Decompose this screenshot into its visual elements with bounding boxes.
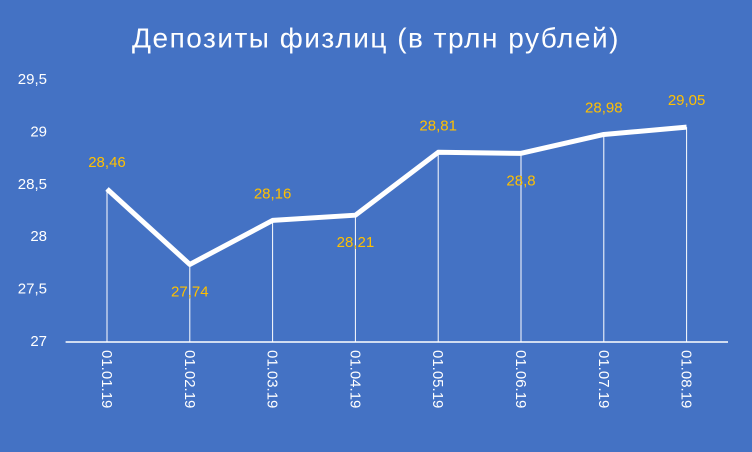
- y-tick-label: 29,5: [18, 71, 47, 88]
- data-label: 28,46: [88, 154, 126, 171]
- x-tick-label: 01.02.19: [181, 350, 198, 408]
- data-line: [105, 124, 687, 267]
- data-label: 28,21: [337, 234, 375, 251]
- y-tick-label: 29: [30, 123, 47, 140]
- data-label: 28,81: [419, 117, 457, 134]
- y-tick-label: 27,5: [18, 281, 47, 298]
- y-tick-label: 28: [30, 228, 47, 245]
- y-tick-label: 28,5: [18, 176, 47, 193]
- data-label: 29,05: [668, 92, 706, 109]
- data-label: 28,98: [585, 99, 623, 116]
- data-label: 27,74: [171, 283, 209, 300]
- x-tick-label: 01.08.19: [678, 350, 695, 408]
- chart-title: Депозиты физлиц (в трлн рублей): [132, 22, 620, 53]
- x-tick-label: 01.03.19: [264, 350, 281, 408]
- x-tick-label: 01.01.19: [98, 350, 115, 408]
- x-tick-label: 01.06.19: [512, 350, 529, 408]
- y-tick-label: 27: [30, 333, 47, 350]
- data-label: 28,16: [254, 185, 292, 202]
- data-label: 28,8: [506, 172, 535, 189]
- x-tick-label: 01.07.19: [595, 350, 612, 408]
- x-tick-label: 01.05.19: [429, 350, 446, 408]
- x-tick-label: 01.04.19: [346, 350, 363, 408]
